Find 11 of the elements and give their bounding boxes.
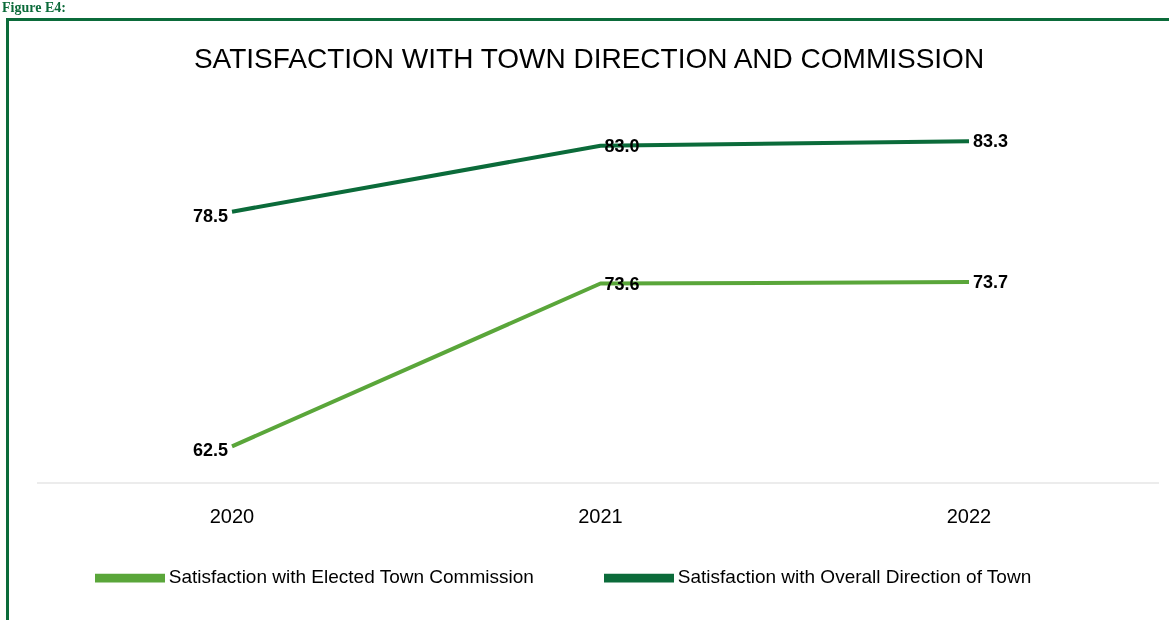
x-tick-label: 2020 xyxy=(209,505,255,528)
data-label: 73.7 xyxy=(973,272,1009,293)
x-tick-label: 2021 xyxy=(578,505,623,528)
legend-label: Satisfaction with Elected Town Commission xyxy=(168,566,534,588)
legend-label: Satisfaction with Overall Direction of Town xyxy=(677,566,1032,588)
x-tick-label: 2022 xyxy=(946,505,992,528)
chart-title: SATISFACTION WITH TOWN DIRECTION AND COMMISSION xyxy=(192,43,986,75)
data-label: 78.5 xyxy=(192,205,228,226)
data-label: 62.5 xyxy=(192,440,228,461)
data-label: 83.3 xyxy=(973,131,1009,152)
caption: Figure E4: xyxy=(2,0,66,16)
